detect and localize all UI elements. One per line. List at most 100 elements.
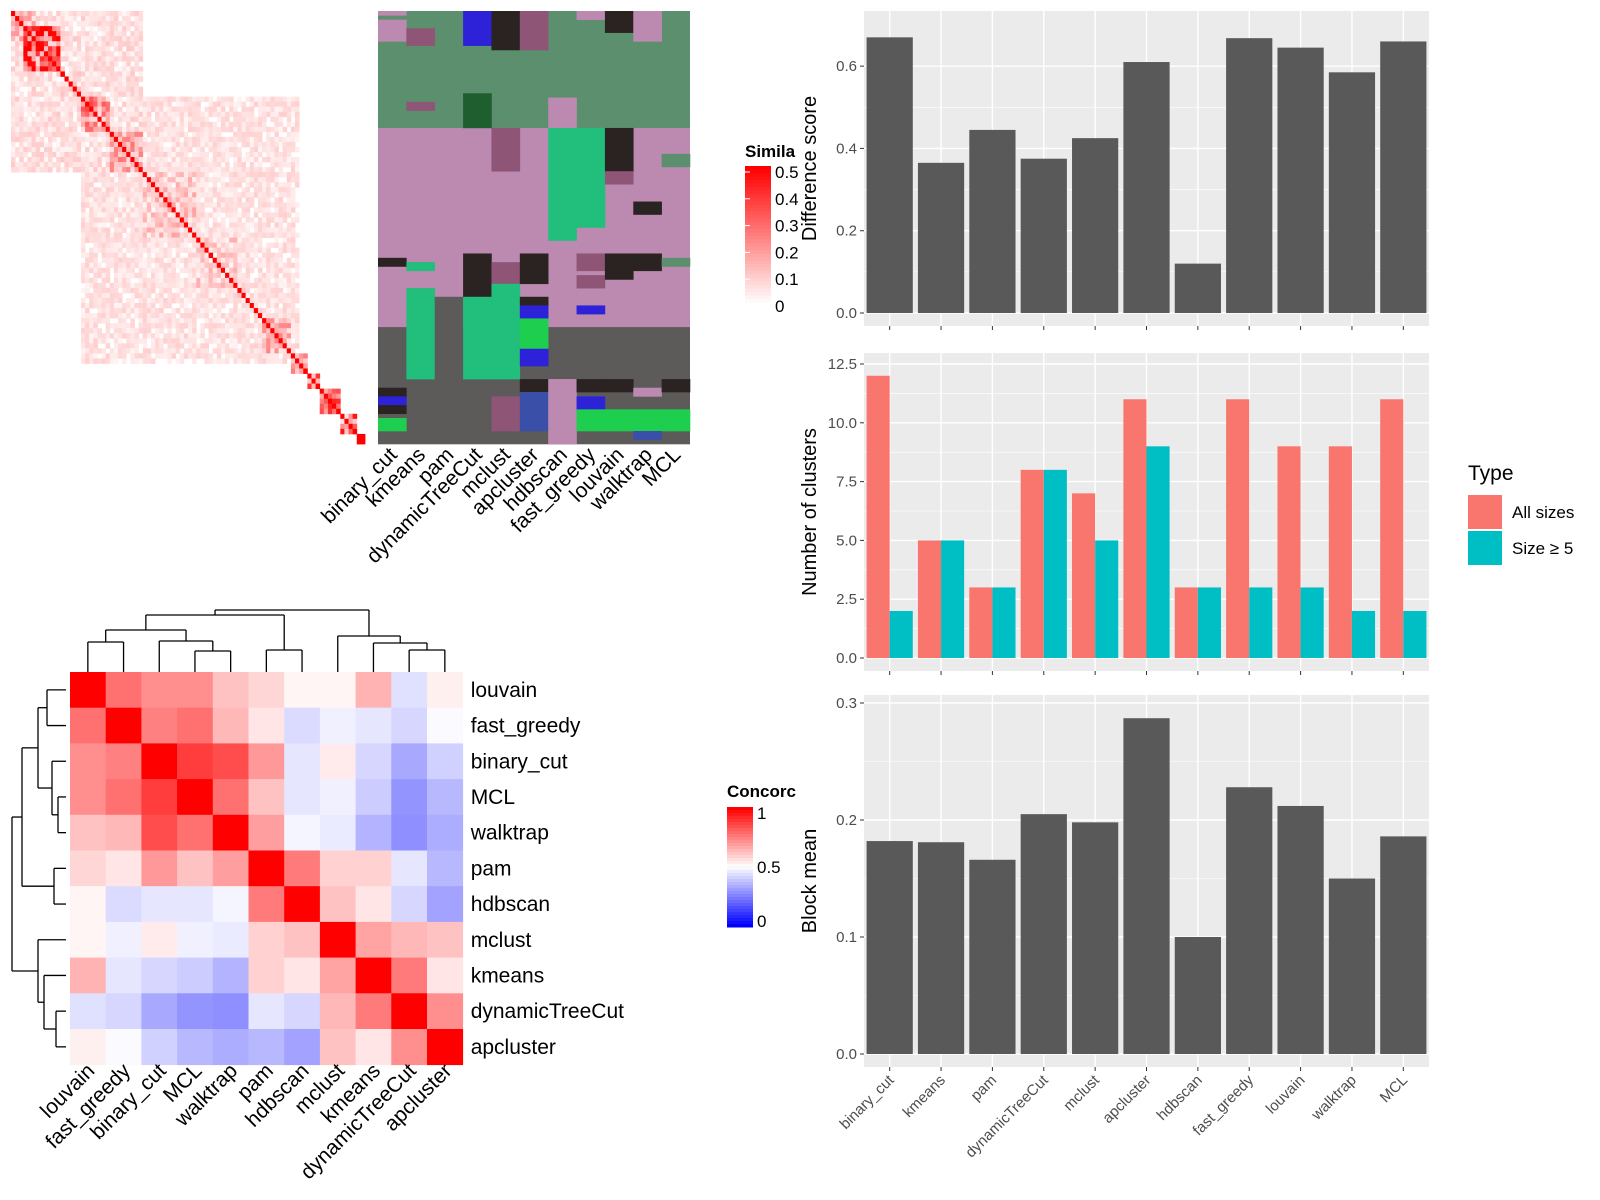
similarity-cell (97, 36, 102, 42)
similarity-cell (134, 348, 140, 354)
similarity-cell (163, 247, 168, 254)
similarity-cell (150, 131, 156, 138)
similarity-cell (105, 207, 111, 213)
similarity-cell (122, 343, 127, 349)
similarity-cell (89, 292, 94, 299)
similarity-cell (85, 146, 90, 153)
similarity-cell (101, 252, 107, 259)
similarity-cell (171, 353, 177, 359)
similarity-cell (257, 237, 263, 243)
similarity-cell (229, 212, 234, 218)
concordance-cell (319, 921, 356, 958)
concordance-cell (319, 707, 356, 744)
similarity-cell (134, 21, 140, 27)
similarity-cell (48, 136, 53, 143)
similarity-cell (76, 76, 82, 82)
similarity-cell (35, 111, 41, 118)
similarity-cell (171, 292, 177, 299)
similarity-cell (118, 338, 123, 344)
similarity-cell (101, 297, 107, 304)
similarity-cell (93, 257, 98, 264)
similarity-cell (233, 252, 238, 259)
similarity-cell (257, 217, 263, 223)
similarity-cell (220, 177, 226, 183)
similarity-cell (113, 287, 119, 294)
similarity-cell (233, 222, 238, 228)
concordance-cell (319, 1029, 356, 1066)
similarity-cell (204, 242, 209, 249)
similarity-cell (270, 157, 275, 163)
similarity-legend-step (745, 208, 771, 212)
similarity-cell (15, 121, 20, 128)
similarity-cell (31, 126, 37, 133)
similarity-cell (109, 333, 115, 339)
similarity-cell (113, 353, 119, 359)
similarity-cell (105, 131, 111, 138)
similarity-cell (286, 131, 292, 138)
similarity-cell (204, 343, 209, 349)
similarity-cell (274, 141, 279, 148)
similarity-cell (167, 353, 172, 359)
similarity-cell (257, 146, 263, 153)
bar (917, 162, 965, 313)
type-legend-key (1468, 495, 1502, 529)
concordance-cell (70, 707, 107, 744)
similarity-cell (208, 303, 214, 309)
similarity-cell (68, 11, 74, 17)
similarity-cell (11, 76, 16, 82)
similarity-cell (290, 277, 296, 284)
similarity-cell (68, 151, 74, 158)
similarity-cell (39, 81, 45, 87)
similarity-cell (216, 353, 222, 359)
similarity-cell (150, 192, 156, 198)
similarity-cell (175, 252, 181, 259)
similarity-cell (274, 151, 279, 158)
similarity-cell (208, 308, 214, 314)
similarity-cell (130, 131, 135, 138)
similarity-cell (118, 167, 123, 173)
similarity-cell (43, 141, 49, 148)
similarity-cell (220, 146, 226, 153)
similarity-cell (200, 202, 205, 208)
similarity-cell (245, 197, 251, 203)
similarity-cell (130, 328, 135, 334)
similarity-cell (163, 126, 168, 133)
similarity-cell (241, 328, 247, 334)
similarity-cell (105, 187, 111, 193)
similarity-cell (150, 121, 156, 128)
similarity-cell (216, 101, 222, 108)
similarity-cell (19, 61, 24, 67)
similarity-cell (245, 141, 251, 148)
similarity-cell (286, 287, 292, 294)
similarity-cell (93, 242, 98, 249)
similarity-cell (52, 81, 57, 87)
similarity-cell (183, 121, 189, 128)
similarity-cell (93, 222, 98, 228)
similarity-cell (216, 272, 222, 279)
similarity-cell (241, 222, 247, 228)
similarity-cell (155, 313, 160, 319)
similarity-cell (216, 297, 222, 304)
similarity-cell (175, 187, 181, 193)
similarity-cell (179, 338, 185, 344)
similarity-cell (171, 111, 177, 118)
similarity-cell (68, 121, 74, 128)
similarity-cell (204, 116, 209, 123)
similarity-cell (126, 197, 131, 203)
similarity-cell (233, 348, 238, 354)
similarity-cell (183, 197, 189, 203)
similarity-cell (85, 282, 90, 289)
similarity-cell (142, 197, 148, 203)
similarity-cell (27, 86, 32, 92)
similarity-cell (64, 146, 70, 153)
similarity-cell (253, 232, 259, 238)
similarity-cell (282, 96, 288, 103)
similarity-cell (113, 267, 119, 274)
similarity-cell (200, 247, 205, 254)
similarity-cell (290, 126, 296, 133)
similarity-cell (270, 242, 275, 249)
similarity-cell (229, 348, 234, 354)
similarity-cell (126, 257, 131, 264)
similarity-cell (118, 86, 123, 92)
similarity-cell (138, 187, 144, 193)
